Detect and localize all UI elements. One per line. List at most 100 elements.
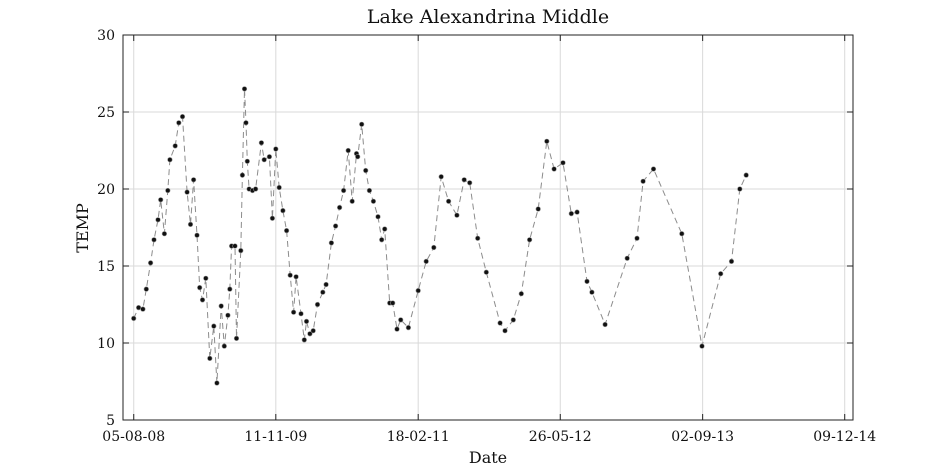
data-point [155, 217, 161, 223]
data-point [535, 206, 541, 212]
data-point [679, 231, 685, 237]
data-point [303, 318, 310, 325]
series-line [133, 88, 747, 384]
data-point [199, 297, 206, 303]
data-point [602, 321, 608, 328]
data-point [345, 147, 351, 154]
data-point [560, 160, 566, 166]
data-point [405, 325, 412, 331]
data-point [207, 355, 213, 362]
data-point [394, 326, 400, 332]
data-point [737, 186, 743, 192]
data-point [261, 157, 267, 163]
data-point [310, 328, 316, 334]
data-point [179, 113, 186, 120]
data-point [328, 240, 335, 246]
data-point [574, 209, 580, 215]
data-point [728, 258, 735, 265]
data-point [363, 167, 369, 174]
data-point [640, 178, 646, 184]
data-point [359, 121, 365, 127]
tick-layer: 5 10 15 20 25 30 05-08-08 11-11-09 18-02-11 26-05… [97, 28, 876, 445]
data-point [502, 328, 508, 334]
data-point [699, 343, 705, 349]
grid-layer [123, 34, 853, 421]
data-point [184, 189, 190, 195]
series-layer [131, 86, 749, 386]
data-point [172, 143, 178, 149]
data-point [544, 138, 550, 144]
chart-title: Lake Alexandrina Middle [367, 6, 609, 28]
data-point [718, 271, 724, 277]
data-point [526, 237, 533, 243]
data-point [239, 172, 245, 178]
data-point [624, 255, 630, 261]
y-tick-label: 15 [97, 259, 115, 275]
data-point [467, 180, 473, 186]
data-point [497, 320, 503, 326]
data-point [238, 248, 244, 254]
data-point [243, 120, 249, 126]
data-point [143, 286, 149, 292]
data-point [227, 286, 233, 292]
data-point [379, 237, 385, 243]
data-point [136, 305, 142, 311]
data-point [320, 289, 326, 295]
data-point [232, 243, 238, 249]
data-point [366, 187, 373, 194]
y-tick-label: 5 [106, 413, 115, 429]
x-tick-label: 05-08-08 [102, 429, 165, 445]
x-tick-label: 11-11-09 [244, 429, 307, 445]
data-point [241, 86, 248, 92]
data-point [398, 317, 404, 323]
data-point [161, 231, 167, 237]
data-point [276, 184, 282, 191]
data-point [203, 275, 209, 281]
data-point [284, 228, 290, 234]
data-point [225, 312, 231, 318]
x-tick-label: 09-12-14 [813, 429, 876, 445]
y-tick-label: 30 [97, 28, 115, 44]
data-point [518, 291, 524, 297]
data-point [650, 166, 657, 172]
data-point [218, 303, 224, 309]
data-point [743, 172, 749, 178]
data-point [298, 311, 304, 317]
data-point [151, 237, 157, 243]
data-point [131, 315, 137, 322]
x-tick-label: 02-09-13 [671, 429, 734, 445]
data-point [197, 285, 203, 291]
data-point [280, 208, 286, 214]
data-point [158, 197, 164, 203]
data-point [314, 301, 321, 308]
data-point [341, 187, 347, 194]
data-point [273, 146, 279, 152]
x-tick-label: 18-02-11 [387, 429, 450, 445]
data-point [253, 186, 259, 192]
data-point [589, 289, 595, 295]
data-point [431, 244, 437, 251]
data-point [214, 380, 220, 386]
data-point [483, 269, 489, 275]
data-point [191, 177, 197, 183]
data-point [634, 235, 640, 241]
data-point [221, 343, 227, 349]
data-point [382, 226, 388, 232]
data-point [568, 211, 574, 217]
x-tick-label: 26-05-12 [529, 429, 592, 445]
data-point [291, 309, 297, 315]
data-point [349, 198, 355, 204]
data-point [148, 260, 154, 266]
data-point [390, 300, 396, 306]
data-point [307, 331, 313, 337]
y-tick-label: 10 [97, 336, 115, 352]
data-point [510, 317, 516, 323]
data-point [293, 274, 299, 280]
data-point [211, 323, 217, 329]
x-axis-label: Date [469, 448, 507, 467]
data-point [370, 198, 377, 204]
data-point [187, 221, 194, 227]
data-point [323, 281, 329, 288]
